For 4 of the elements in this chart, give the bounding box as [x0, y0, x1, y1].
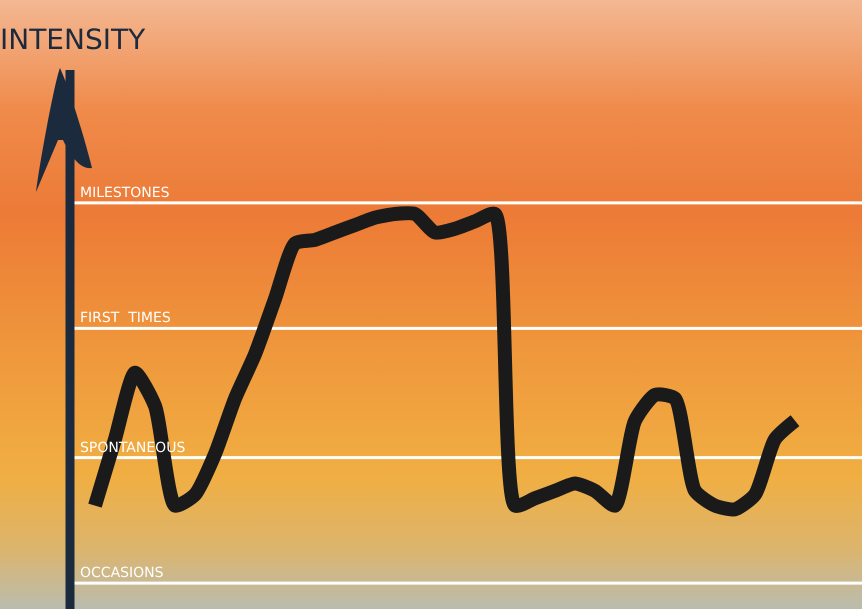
ref-line-label: MILESTONES [80, 185, 170, 201]
ref-line-label: FIRST TIMES [80, 310, 171, 326]
text: INTENSITY [0, 23, 146, 56]
ref-line-label: OCCASIONS [80, 565, 164, 581]
